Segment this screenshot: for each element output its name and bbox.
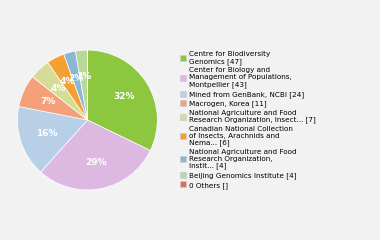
Wedge shape bbox=[17, 107, 87, 172]
Text: 7%: 7% bbox=[40, 97, 56, 106]
Text: 16%: 16% bbox=[36, 129, 57, 138]
Wedge shape bbox=[19, 77, 87, 120]
Wedge shape bbox=[87, 50, 157, 150]
Wedge shape bbox=[41, 120, 150, 190]
Wedge shape bbox=[75, 50, 87, 120]
Wedge shape bbox=[32, 62, 87, 120]
Text: 4%: 4% bbox=[60, 77, 75, 86]
Text: 32%: 32% bbox=[113, 92, 135, 102]
Text: 3%: 3% bbox=[76, 72, 91, 81]
Wedge shape bbox=[64, 51, 87, 120]
Text: 2%: 2% bbox=[69, 74, 84, 83]
Wedge shape bbox=[48, 54, 87, 120]
Legend: Centre for Biodiversity
Genomics [47], Center for Biology and
Management of Popu: Centre for Biodiversity Genomics [47], C… bbox=[179, 50, 317, 190]
Text: 4%: 4% bbox=[50, 84, 65, 93]
Text: 29%: 29% bbox=[85, 158, 106, 167]
